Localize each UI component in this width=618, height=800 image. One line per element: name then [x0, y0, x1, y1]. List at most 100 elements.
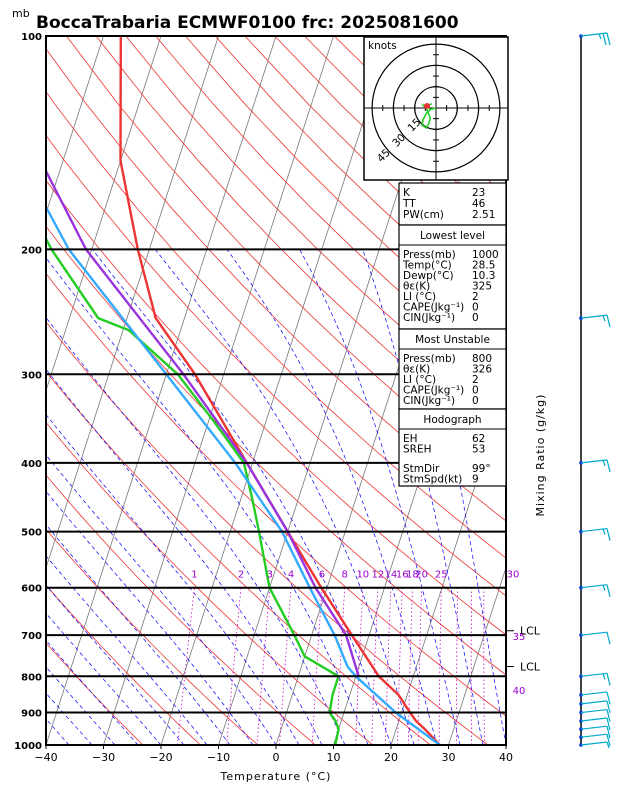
stats-value: 99°	[472, 463, 491, 475]
wind-barb-shaft	[580, 691, 608, 696]
moist-adiabat-line	[46, 744, 47, 745]
wind-barb-shaft	[580, 527, 608, 533]
index-value: 46	[472, 198, 486, 210]
mixing-ratio-label: 3	[267, 569, 273, 580]
x-tick-label: −10	[207, 751, 230, 764]
stats-label: Press(mb)	[403, 353, 456, 365]
stats-section-box	[398, 328, 507, 410]
stats-label: StmDir	[403, 463, 440, 475]
mixing-ratio-label: 12	[372, 569, 385, 580]
wind-barb-flag	[606, 584, 611, 597]
pressure-tick-label: 900	[21, 709, 42, 720]
x-tick-label: 30	[442, 751, 456, 764]
chart-title: BoccaTrabaria ECMWF0100 frc: 2025081600	[36, 13, 459, 33]
wind-barb-flag	[606, 726, 611, 739]
moist-adiabat-line	[46, 692, 93, 745]
wind-barb-flag	[606, 314, 611, 328]
stats-value: 0	[472, 395, 479, 407]
isotherm-line	[46, 36, 277, 745]
wind-barb-half	[602, 460, 606, 467]
profile-virtual	[46, 168, 360, 677]
mixing-ratio-label: 16	[396, 569, 409, 580]
index-value: 23	[472, 187, 485, 199]
moist-adiabat-line	[46, 413, 300, 745]
wind-barb-shaft	[580, 700, 608, 705]
wind-barb-shaft	[580, 314, 608, 319]
pressure-unit: mb	[12, 7, 30, 20]
wind-barb-flag	[606, 717, 611, 731]
dry-adiabat-line	[46, 371, 431, 745]
stats-label: Temp(°C)	[402, 260, 452, 272]
x-tick-label: 40	[499, 751, 513, 764]
wind-barb-flag	[606, 459, 611, 473]
wind-barb-shaft	[580, 459, 608, 464]
lcl-label: LCL	[520, 661, 541, 674]
mixing-ratio-line	[470, 587, 473, 745]
wind-barb-flag	[606, 673, 611, 686]
x-tick-label: −30	[92, 751, 115, 764]
pressure-tick-label: 300	[21, 370, 42, 381]
hodograph-unit: knots	[368, 40, 397, 52]
mixing-ratio-line	[483, 587, 485, 745]
mixing-ratio-label: 18	[406, 569, 419, 580]
pressure-tick-label: 500	[21, 528, 42, 539]
pressure-tick-label: 700	[21, 631, 42, 642]
dry-adiabat-line	[46, 179, 506, 636]
dry-adiabat-line	[95, 36, 506, 451]
dry-adiabat-line	[46, 474, 316, 745]
moist-adiabat-line	[46, 639, 139, 745]
isotherm-line	[46, 36, 104, 215]
stats-label: StmSpd(kt)	[403, 474, 462, 486]
wind-barb-shaft	[580, 733, 608, 738]
wind-barb-flag	[606, 632, 611, 645]
wind-barb-shaft	[580, 32, 608, 37]
isotherm-line	[103, 36, 334, 745]
index-label: K	[403, 187, 411, 199]
index-label: PW(cm)	[403, 209, 444, 221]
stats-value: 1000	[472, 249, 499, 261]
mixing-ratio-label: 40	[513, 686, 526, 697]
isotherm-line	[564, 36, 618, 745]
dry-adiabat-line	[46, 225, 506, 676]
pressure-tick-label: 1000	[14, 741, 42, 752]
moist-adiabat-line	[46, 612, 162, 745]
dry-adiabat-line	[46, 48, 506, 522]
wind-barb-flag	[606, 528, 611, 541]
stats-section-header: Lowest level	[420, 230, 485, 242]
mixing-ratio-label: 30	[507, 569, 520, 580]
stats-label: CIN(Jkg⁻¹)	[403, 395, 455, 407]
wind-barb-flag	[606, 32, 611, 46]
stats-label: θε(K)	[403, 281, 430, 293]
dry-adiabat-line	[46, 528, 259, 745]
x-tick-label: 10	[327, 751, 341, 764]
wind-barb-flag	[606, 709, 611, 722]
pressure-tick-label: 100	[21, 32, 42, 43]
stats-value: 0	[472, 302, 479, 314]
stats-value: 9	[472, 474, 479, 486]
stats-section-header: Hodograph	[423, 414, 481, 426]
wind-barb-flag	[606, 734, 611, 747]
wind-barb-flag	[606, 691, 611, 705]
mixing-ratio-label: 4	[288, 569, 294, 580]
dry-adiabat-line	[125, 36, 506, 417]
pressure-tick-label: 400	[21, 459, 42, 470]
x-tick-label: 0	[273, 751, 280, 764]
index-label: TT	[402, 198, 416, 210]
wind-barb-half	[598, 33, 602, 40]
wind-barb-half	[602, 528, 606, 535]
dry-adiabat-line	[46, 272, 506, 717]
mixing-ratio-line	[417, 587, 422, 745]
moist-adiabat-line	[46, 555, 208, 745]
x-tick-label: −40	[34, 751, 57, 764]
stats-value: 2	[472, 291, 479, 303]
dry-adiabat-line	[46, 90, 506, 559]
wind-barb-flag	[602, 33, 607, 46]
mixing-ratio-label: 10	[356, 569, 369, 580]
storm-motion-marker	[424, 103, 430, 109]
moist-adiabat-line	[46, 584, 185, 745]
wind-barb-shaft	[580, 631, 608, 636]
dry-adiabat-line	[46, 134, 506, 597]
mixing-ratio-label: 14	[384, 569, 397, 580]
dry-adiabat-line	[46, 421, 374, 745]
